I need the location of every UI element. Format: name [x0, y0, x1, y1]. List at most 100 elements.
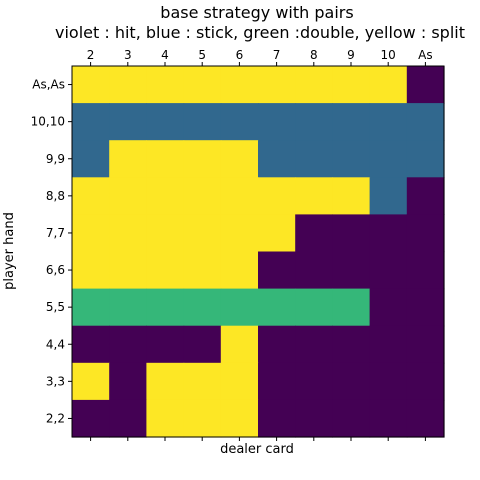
heatmap-cell	[295, 140, 333, 178]
heatmap-cell	[295, 177, 333, 215]
heatmap-cell	[258, 103, 296, 141]
heatmap-cell	[72, 288, 110, 327]
heatmap-cell	[369, 214, 408, 253]
heatmap-cell	[183, 103, 222, 141]
heatmap-cell	[146, 214, 185, 253]
heatmap-cell	[220, 399, 259, 438]
heatmap-cell	[220, 214, 259, 253]
heatmap-cell	[369, 399, 408, 438]
heatmap-cell	[146, 103, 185, 141]
heatmap-cell	[295, 214, 333, 253]
heatmap-cell	[369, 362, 408, 401]
heatmap-cell	[109, 214, 147, 253]
heatmap-cell	[369, 251, 408, 290]
heatmap-cell	[332, 251, 371, 290]
heatmap-cell	[332, 140, 371, 178]
heatmap-cell	[183, 288, 222, 327]
heatmap-cell	[332, 103, 371, 141]
heatmap-cell	[258, 177, 296, 215]
heatmap-cell	[220, 288, 259, 327]
heatmap-cell	[406, 288, 445, 327]
heatmap-cell	[369, 103, 408, 141]
y-tick-label: 3,3	[46, 374, 65, 388]
x-axis-label: dealer card	[220, 442, 294, 457]
x-tick-label: 6	[236, 48, 244, 62]
heatmap-cell	[146, 177, 185, 215]
heatmap-cell	[406, 177, 445, 215]
heatmap-cell	[109, 251, 147, 290]
x-tick-label: 9	[347, 48, 355, 62]
heatmap-cell	[295, 362, 333, 401]
x-tick-label: 8	[310, 48, 318, 62]
heatmap-cell	[109, 325, 147, 364]
heatmap-cell	[258, 66, 296, 104]
y-tick-label: 7,7	[46, 226, 65, 240]
heatmap-cell	[406, 362, 445, 401]
heatmap-cell	[258, 288, 296, 327]
y-tick-label: 4,4	[46, 337, 65, 351]
heatmap-cell	[258, 325, 296, 364]
heatmap-cell	[72, 66, 110, 104]
heatmap-cell	[109, 103, 147, 141]
x-tick-label: 7	[273, 48, 281, 62]
heatmap-cells	[72, 66, 445, 438]
heatmap-cell	[295, 288, 333, 327]
y-tick-label: As,As	[32, 78, 65, 92]
heatmap-cell	[332, 177, 371, 215]
y-tick-label: 9,9	[46, 152, 65, 166]
y-tick-label: 8,8	[46, 189, 65, 203]
heatmap-cell	[183, 362, 222, 401]
heatmap-cell	[332, 66, 371, 104]
heatmap-cell	[183, 140, 222, 178]
heatmap-cell	[220, 325, 259, 364]
heatmap-cell	[220, 66, 259, 104]
y-tick-label: 5,5	[46, 300, 65, 314]
heatmap-cell	[406, 140, 445, 178]
heatmap-cell	[183, 177, 222, 215]
heatmap-cell	[295, 399, 333, 438]
heatmap-cell	[369, 177, 408, 215]
heatmap-cell	[258, 362, 296, 401]
y-tick-label: 2,2	[46, 411, 65, 425]
x-tick-label: 2	[87, 48, 95, 62]
heatmap-cell	[369, 325, 408, 364]
heatmap-cell	[369, 140, 408, 178]
heatmap-cell	[332, 214, 371, 253]
heatmap-cell	[146, 288, 185, 327]
heatmap-cell	[183, 214, 222, 253]
plot-frame	[71, 65, 445, 438]
heatmap-cell	[72, 251, 110, 290]
heatmap-cell	[220, 362, 259, 401]
x-tick-label: 3	[124, 48, 132, 62]
x-tick-label: 5	[198, 48, 206, 62]
heatmap-cell	[109, 177, 147, 215]
heatmap-cell	[295, 251, 333, 290]
heatmap-cell	[146, 362, 185, 401]
heatmap-cell	[72, 399, 110, 438]
heatmap-cell	[406, 214, 445, 253]
chart-subtitle: violet : hit, blue : stick, green :doubl…	[55, 23, 465, 42]
x-tick-label: 4	[161, 48, 169, 62]
heatmap-cell	[146, 325, 185, 364]
heatmap-cell	[183, 251, 222, 290]
y-tick-label: 10,10	[31, 115, 65, 129]
heatmap-cell	[109, 399, 147, 438]
heatmap-cell	[220, 177, 259, 215]
y-tick-label: 6,6	[46, 263, 65, 277]
heatmap-cell	[332, 362, 371, 401]
heatmap-cell	[332, 288, 371, 327]
y-axis-label: player hand	[2, 212, 17, 290]
heatmap-cell	[220, 251, 259, 290]
heatmap-cell	[295, 103, 333, 141]
heatmap-cell	[406, 325, 445, 364]
heatmap-cell	[146, 399, 185, 438]
heatmap-cell	[109, 288, 147, 327]
heatmap-cell	[109, 140, 147, 178]
heatmap-cell	[332, 399, 371, 438]
heatmap-cell	[369, 288, 408, 327]
heatmap-cell	[183, 399, 222, 438]
heatmap-cell	[109, 66, 147, 104]
y-axis-ticks: As,As 10,10 9,9 8,8 7,7 6,6 5,5 4,4 3,3 2,2	[31, 78, 72, 425]
heatmap-cell	[72, 325, 110, 364]
heatmap-cell	[258, 140, 296, 178]
